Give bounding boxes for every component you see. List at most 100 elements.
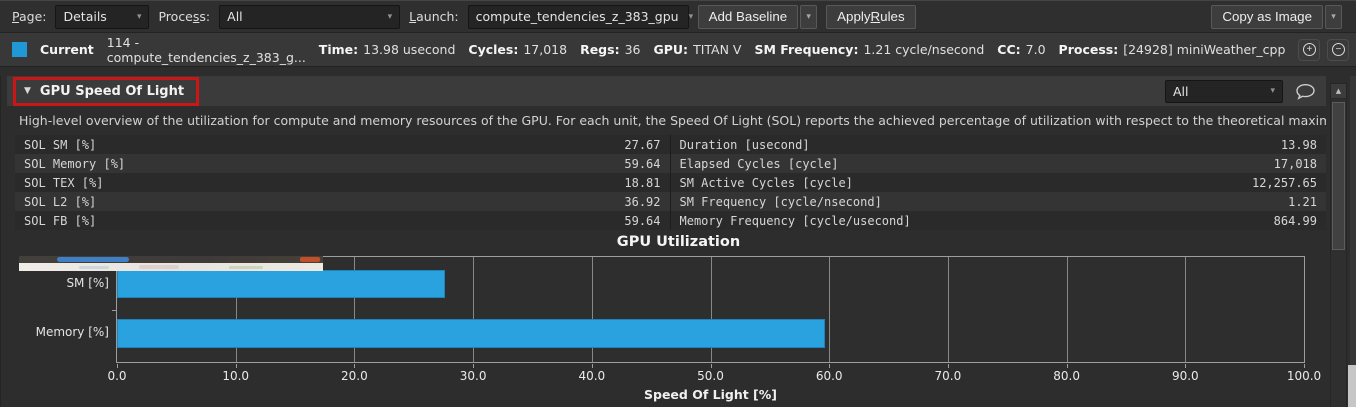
copy-as-image-button[interactable]: Copy as Image [1211, 4, 1323, 29]
table-row: SOL L2 [%] 36.92 [15, 192, 670, 211]
x-axis-tick [1066, 364, 1068, 368]
annotation-red-box: ▼ GPU Speed Of Light [13, 76, 200, 106]
page-select[interactable]: Details ▾ [55, 4, 150, 29]
y-axis-label-sm: SM [%] [66, 276, 109, 290]
section-header-controls: All ▾ [1165, 79, 1316, 103]
x-tick-label: 70.0 [934, 369, 962, 383]
scroll-up-arrow-icon: ▲ [1335, 87, 1342, 95]
process-field: Process: [24928] miniWeather_cpp [1058, 42, 1286, 57]
section-filter-value: All [1173, 83, 1189, 99]
x-axis-tick [1304, 364, 1305, 368]
table-row: SM Active Cycles [cycle] 12,257.65 [670, 173, 1326, 192]
page-select-value: Details [63, 9, 107, 24]
bar-sm [117, 270, 446, 298]
x-tick-label: 0.0 [107, 369, 127, 383]
x-axis-tick [591, 364, 593, 368]
sol-metrics-right-column: Duration [usecond] 13.98 Elapsed Cycles [… [670, 135, 1326, 230]
x-tick-label: 60.0 [815, 369, 843, 383]
gridline [947, 257, 949, 362]
x-tick-label: 100.0 [1286, 369, 1322, 383]
x-axis-tick [947, 364, 949, 368]
gridline [710, 257, 712, 362]
gridline [473, 257, 475, 362]
remove-baseline-icon-button[interactable]: − [1327, 38, 1350, 61]
screenshot-artifact [19, 256, 323, 271]
x-axis-title: Speed Of Light [%] [644, 387, 777, 402]
minus-circle-icon: − [1331, 43, 1345, 56]
right-edge-strip [1350, 76, 1356, 407]
page-label: Page: [12, 9, 47, 24]
gridline [1066, 257, 1068, 362]
x-axis-tick [354, 364, 356, 368]
sol-metrics-table: SOL SM [%] 27.67 SOL Memory [%] 59.64 SOL … [15, 135, 1326, 230]
x-tick-label: 10.0 [222, 369, 250, 383]
time-field: Time: 13.98 usecond [318, 42, 456, 57]
section-filter-select[interactable]: All ▾ [1165, 79, 1283, 103]
scroll-up-button[interactable]: ▲ [1331, 84, 1346, 99]
x-axis-tick [235, 364, 237, 368]
details-page-panel: ▼ GPU Speed Of Light All ▾ High-level ov… [0, 76, 1356, 407]
copy-as-image-split-button: Copy as Image ▾ [1211, 4, 1342, 29]
x-tick-label: 40.0 [578, 369, 606, 383]
process-select[interactable]: All ▾ [219, 4, 401, 29]
table-row: Memory Frequency [cycle/usecond] 864.99 [670, 211, 1326, 230]
artifact-blue-blob [57, 257, 129, 262]
add-baseline-button[interactable]: Add Baseline [697, 4, 799, 29]
process-select-value: All [227, 9, 243, 24]
sm-frequency-field: SM Frequency: 1.21 cycle/nsecond [754, 42, 985, 57]
sol-metrics-left-column: SOL SM [%] 27.67 SOL Memory [%] 59.64 SOL … [15, 135, 671, 230]
gpu-utilization-chart: SM [%] Memory [%] [15, 256, 1326, 406]
x-tick-label: 90.0 [1171, 369, 1199, 383]
x-axis-tick [829, 364, 831, 368]
regs-field: Regs: 36 [580, 42, 641, 57]
chart-title: GPU Utilization [616, 234, 741, 250]
current-result-row: Current 114 - compute_tendencies_z_383_g… [0, 33, 1356, 67]
table-row: SOL FB [%] 59.64 [15, 211, 670, 230]
copy-as-image-dropdown-button[interactable]: ▾ [1325, 4, 1342, 29]
table-row: SOL TEX [%] 18.81 [15, 173, 670, 192]
right-edge-scroll-thumb[interactable] [1348, 365, 1356, 407]
top-toolbar: Page: Details ▾ Process: All ▾ Launch: c… [0, 0, 1356, 33]
x-axis-tick [473, 364, 475, 368]
x-tick-label: 30.0 [459, 369, 487, 383]
y-axis-label-memory: Memory [%] [35, 325, 109, 339]
collapse-caret-icon[interactable]: ▼ [24, 86, 31, 96]
comment-icon[interactable] [1295, 83, 1316, 100]
scrollbar-thumb[interactable] [1332, 102, 1345, 250]
chevron-down-icon: ▾ [1331, 11, 1336, 21]
current-color-swatch [12, 42, 27, 57]
chevron-down-icon: ▾ [806, 11, 811, 21]
launch-label: Launch: [409, 9, 459, 24]
add-baseline-dropdown-button[interactable]: ▾ [800, 4, 818, 29]
add-baseline-icon-button[interactable]: + [1298, 38, 1321, 61]
chevron-down-icon: ▾ [688, 11, 694, 22]
kernel-name: 114 - compute_tendencies_z_383_g... [106, 34, 306, 65]
chart-plot-area: 0.0 10.0 20.0 30.0 40.0 50.0 60.0 70.0 8… [107, 256, 1321, 402]
gridline [235, 257, 237, 362]
table-row: SOL Memory [%] 59.64 [15, 154, 670, 173]
x-axis-tick [117, 364, 118, 368]
launch-select-value: compute_tendencies_z_383_gpu [475, 9, 679, 24]
process-label: Process: [158, 9, 211, 24]
cycles-field: Cycles: 17,018 [468, 42, 568, 57]
section-title: GPU Speed Of Light [39, 83, 185, 99]
current-label: Current [40, 42, 94, 57]
section-description: High-level overview of the utilization f… [19, 113, 1326, 128]
x-tick-label: 20.0 [341, 369, 368, 383]
launch-select[interactable]: compute_tendencies_z_383_gpu ▾ [467, 4, 693, 29]
chevron-down-icon: ▾ [136, 11, 142, 22]
gridline [1185, 257, 1187, 362]
artifact-orange-blob [300, 257, 320, 262]
x-tick-label: 80.0 [1053, 369, 1080, 383]
vertical-scrollbar[interactable]: ▲ [1330, 83, 1347, 407]
gridline [591, 257, 593, 362]
table-row: SOL SM [%] 27.67 [15, 135, 670, 154]
baseline-action-icons: + − i [1298, 38, 1356, 61]
x-tick-label: 50.0 [697, 369, 724, 383]
y-axis-tick [112, 310, 116, 311]
cc-field: CC: 7.0 [997, 42, 1046, 57]
table-row: Elapsed Cycles [cycle] 17,018 [670, 154, 1326, 173]
gpu-field: GPU: TITAN V [653, 42, 742, 57]
gpu-sol-section-header[interactable]: ▼ GPU Speed Of Light All ▾ [7, 76, 1326, 106]
